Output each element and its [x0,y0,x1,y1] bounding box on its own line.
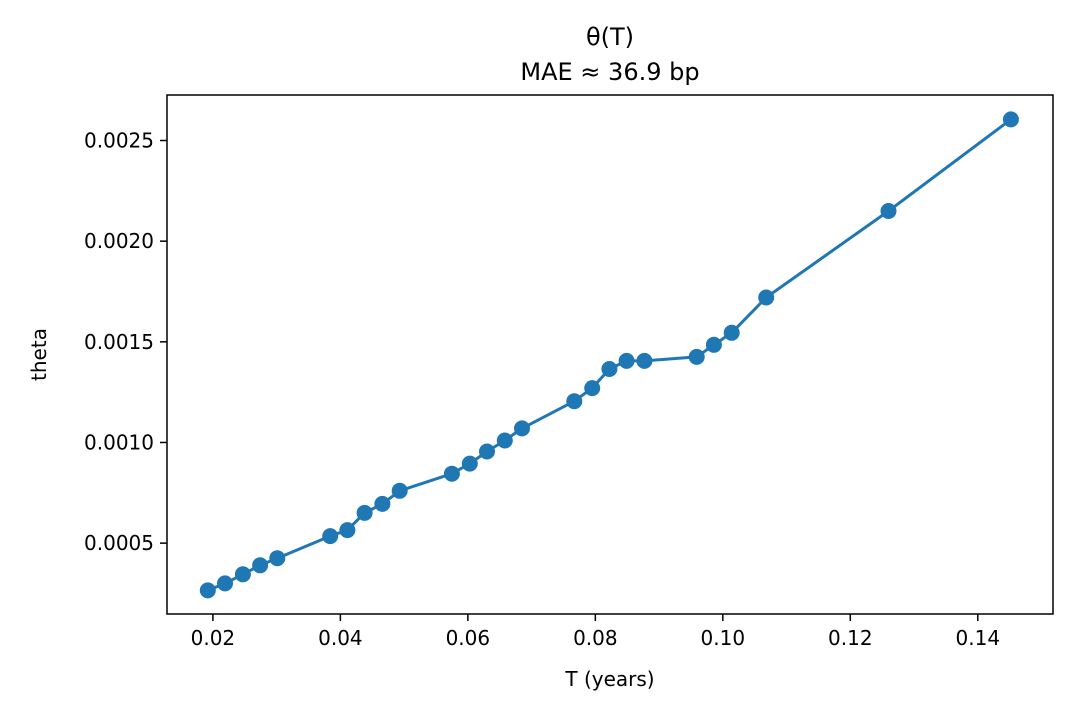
data-point [199,582,216,599]
data-point [443,465,460,482]
x-tick-label: 0.02 [191,626,236,650]
x-tick-label: 0.14 [956,626,1001,650]
data-point [461,455,478,472]
data-point [356,504,373,521]
data-point [234,566,251,583]
y-tick-label: 0.0025 [84,128,154,152]
series-line [207,118,1012,592]
chart-subtitle: MAE ≈ 36.9 bp [520,58,699,86]
y-tick-label: 0.0015 [84,330,154,354]
x-axis-label: T (years) [564,667,654,691]
data-point [322,528,339,545]
x-tick-label: 0.04 [318,626,363,650]
data-point [252,557,269,574]
y-tick-label: 0.0010 [84,430,154,454]
x-tick-label: 0.12 [828,626,873,650]
data-point [601,361,618,377]
data-point [618,352,635,369]
data-point [584,380,601,397]
plot-frame [166,94,1054,615]
data-point [374,495,391,512]
data-point [391,482,408,499]
y-tick-label: 0.0005 [84,531,154,555]
data-point [688,348,705,365]
y-axis-label: theta [27,328,51,381]
data-point [514,420,530,437]
y-tick-label: 0.0020 [84,229,154,253]
data-point [566,393,583,410]
data-point [496,432,513,449]
x-tick-label: 0.10 [701,626,746,650]
data-point [479,443,495,460]
data-point [269,550,286,567]
data-point [217,575,233,592]
data-point [723,324,740,341]
data-point [705,336,722,353]
data-point [1002,111,1019,128]
x-tick-label: 0.08 [573,626,618,650]
data-point [339,522,356,539]
x-tick-label: 0.06 [446,626,491,650]
data-point [758,289,775,306]
chart-title: θ(T) [586,23,634,51]
data-point [636,352,653,369]
data-point [880,203,897,219]
